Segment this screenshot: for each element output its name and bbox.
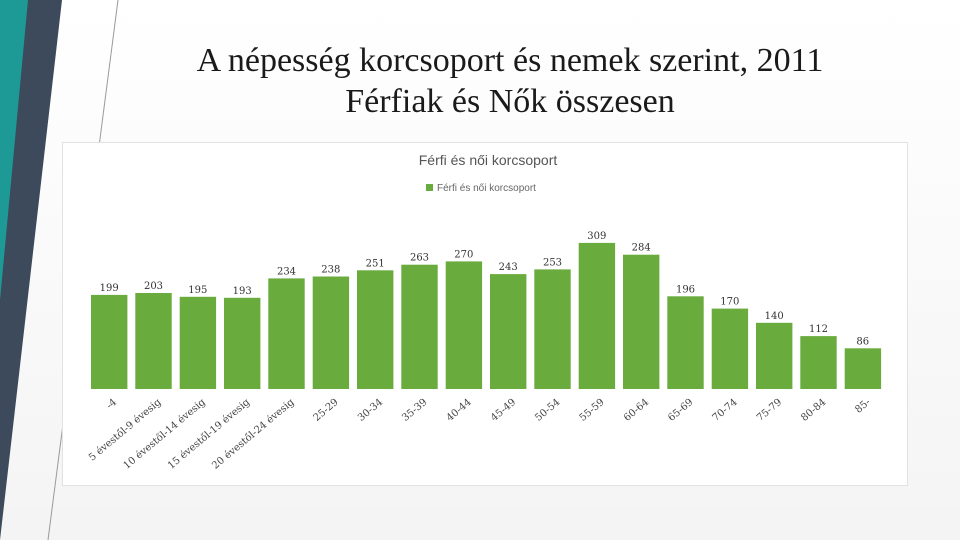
data-label-7: 263	[410, 253, 429, 264]
x-tick-label-10: 50-54	[533, 397, 562, 424]
decor-dark-shape	[0, 0, 62, 540]
data-label-4: 234	[277, 266, 296, 277]
x-tick-label-6: 30-34	[356, 397, 385, 424]
x-tick-label-14: 70-74	[711, 397, 740, 424]
decor-teal-shape	[0, 0, 28, 300]
x-tick-label-4: 20 évestől-24 évesig	[210, 396, 297, 471]
data-label-12: 284	[632, 243, 651, 254]
x-tick-label-15: 75-79	[755, 397, 784, 424]
data-label-10: 253	[543, 257, 562, 268]
bar-chart: Férfi és női korcsoport Férfi és női kor…	[87, 152, 882, 472]
data-label-6: 251	[366, 258, 385, 269]
bar-3	[224, 297, 261, 389]
bar-15	[756, 322, 793, 389]
x-tick-label-5: 25-29	[312, 397, 341, 424]
data-label-2: 195	[188, 285, 207, 296]
x-tick-label-9: 45-49	[489, 397, 518, 424]
data-label-9: 243	[499, 262, 518, 273]
bar-7	[401, 264, 438, 389]
x-tick-label-11: 55-59	[578, 397, 607, 424]
bar-0	[91, 294, 128, 389]
bar-6	[357, 270, 394, 389]
chart-container: Férfi és női korcsoport Férfi és női kor…	[62, 142, 908, 486]
x-tick-label-7: 35-39	[400, 397, 429, 424]
data-label-17: 86	[856, 336, 869, 347]
data-label-16: 112	[809, 324, 828, 335]
legend-label: Férfi és női korcsoport	[437, 183, 536, 194]
bar-16	[800, 336, 837, 389]
data-label-14: 170	[720, 297, 739, 308]
x-tick-label-8: 40-44	[445, 397, 474, 424]
data-label-8: 270	[454, 249, 473, 260]
data-labels-group: 199 203 195 193 234 238 251 263 270 243 253 309 284 1…	[100, 231, 870, 347]
chart-title: Férfi és női korcsoport	[419, 152, 558, 168]
bar-4	[268, 278, 305, 389]
bar-10	[534, 269, 571, 389]
bar-2	[179, 296, 217, 389]
x-tick-label-2: 10 évestől-14 évesig	[122, 396, 209, 471]
x-tick-label-12: 60-64	[622, 397, 651, 424]
data-label-11: 309	[587, 231, 606, 242]
data-label-15: 140	[765, 311, 784, 322]
data-label-5: 238	[321, 265, 340, 276]
x-tick-label-16: 80-84	[799, 397, 828, 424]
x-tick-label-3: 15 évestől-19 évesig	[166, 396, 253, 471]
bar-12	[623, 254, 660, 389]
data-label-0: 199	[100, 283, 119, 294]
x-tick-label-17: 85-	[853, 397, 872, 416]
bars-group	[91, 242, 882, 389]
x-tick-label-13: 65-69	[666, 397, 695, 424]
bar-11	[578, 242, 616, 389]
legend-swatch	[426, 184, 433, 191]
data-label-3: 193	[233, 286, 252, 297]
bar-14	[711, 308, 749, 389]
bar-5	[312, 276, 350, 389]
bar-1	[135, 293, 172, 389]
bar-8	[445, 261, 483, 389]
x-tick-label-0: -4	[105, 397, 120, 412]
bar-17	[844, 348, 882, 389]
slide-title-line-2: Férfiak és Nők összesen	[345, 83, 675, 120]
data-label-13: 196	[676, 284, 695, 295]
x-tick-label-1: 5 évestől-9 évesig	[87, 396, 164, 463]
bar-13	[667, 296, 704, 389]
data-label-1: 203	[144, 281, 163, 292]
slide-title-line-1: A népesség korcsoport és nemek szerint, …	[196, 42, 824, 79]
slide-title: A népesség korcsoport és nemek szerint, …	[90, 40, 930, 122]
bar-9	[490, 274, 527, 389]
